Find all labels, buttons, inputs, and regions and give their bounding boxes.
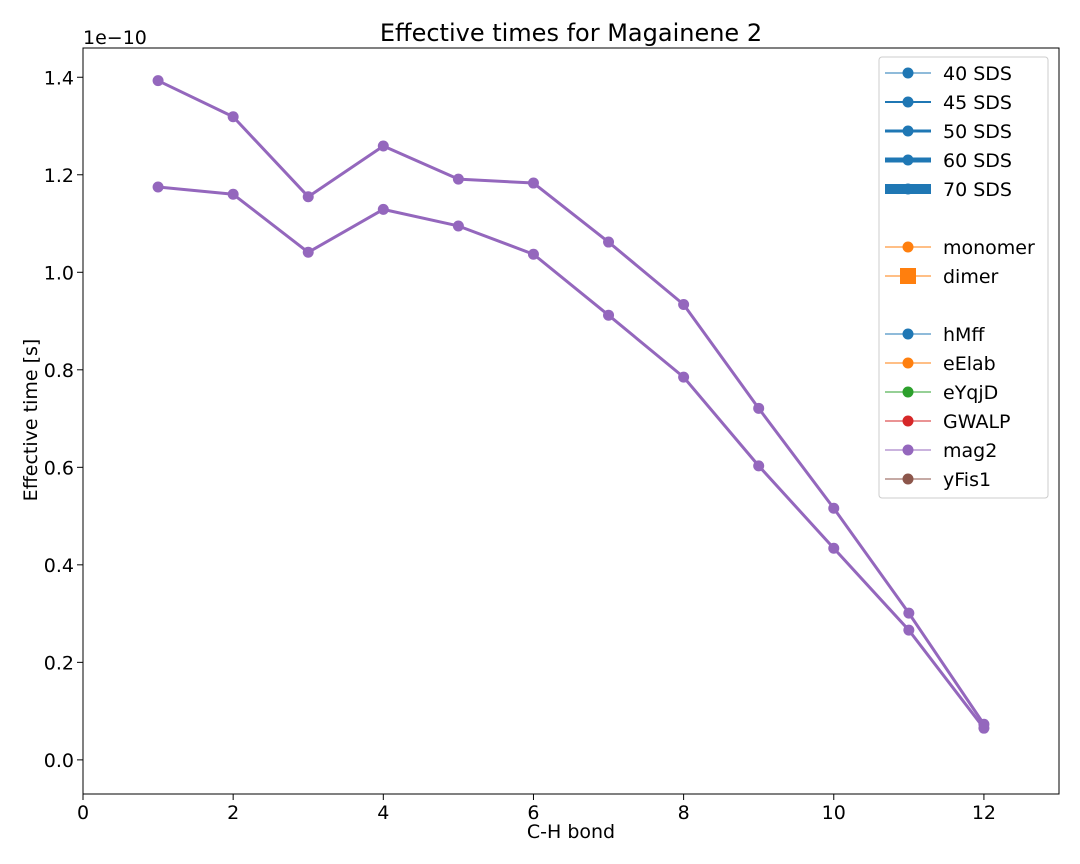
legend-marker bbox=[902, 415, 914, 427]
data-point bbox=[828, 542, 840, 554]
data-point bbox=[603, 309, 615, 321]
data-point bbox=[978, 722, 990, 734]
legend-marker bbox=[900, 268, 916, 284]
legend-label: monomer bbox=[943, 237, 1035, 259]
legend-label: yFis1 bbox=[943, 469, 991, 491]
y-tick-label: 0.6 bbox=[44, 457, 74, 479]
y-tick-label: 1.0 bbox=[44, 262, 74, 284]
legend: 40 SDS 45 SDS 50 SDS 60 SDS 70 SDS monomer dim… bbox=[878, 56, 1049, 499]
y-axis-ticks: 0.0 0.2 0.4 0.6 0.8 1.0 1.2 1.4 bbox=[44, 67, 83, 772]
x-axis-label: C-H bond bbox=[527, 821, 615, 843]
data-point bbox=[302, 246, 314, 258]
legend-marker bbox=[902, 328, 914, 340]
data-point bbox=[603, 236, 615, 248]
data-point bbox=[377, 203, 389, 215]
x-axis-ticks: 0 2 4 6 8 10 12 bbox=[77, 794, 996, 824]
y-tick-label: 0.2 bbox=[44, 652, 74, 674]
legend-label: GWALP bbox=[943, 411, 1011, 433]
y-tick-label: 0.8 bbox=[44, 360, 74, 382]
legend-marker bbox=[902, 241, 914, 253]
data-point bbox=[678, 371, 690, 383]
plot-series bbox=[152, 75, 990, 734]
x-tick-label: 6 bbox=[527, 802, 539, 824]
legend-marker bbox=[902, 67, 914, 79]
data-point bbox=[152, 75, 164, 87]
legend-entries: 40 SDS 45 SDS 50 SDS 60 SDS 70 SDS monomer dim… bbox=[885, 63, 1035, 491]
x-tick-label: 4 bbox=[377, 802, 389, 824]
legend-marker bbox=[902, 357, 914, 369]
legend-marker bbox=[902, 96, 914, 108]
x-tick-label: 8 bbox=[678, 802, 690, 824]
y-tick-label: 0.0 bbox=[44, 750, 74, 772]
legend-label: hMff bbox=[943, 324, 985, 346]
data-point bbox=[903, 624, 915, 636]
legend-label: 50 SDS bbox=[943, 121, 1012, 143]
data-point bbox=[227, 188, 239, 200]
legend-marker bbox=[902, 386, 914, 398]
y-axis-multiplier: 1e−10 bbox=[83, 27, 147, 49]
plot-frame bbox=[82, 47, 1060, 795]
data-point bbox=[527, 248, 539, 260]
x-tick-label: 10 bbox=[822, 802, 846, 824]
data-point bbox=[828, 502, 840, 514]
legend-label: eElab bbox=[943, 353, 996, 375]
x-tick-label: 0 bbox=[77, 802, 89, 824]
data-point bbox=[678, 298, 690, 310]
data-point bbox=[753, 402, 765, 414]
data-point bbox=[903, 607, 915, 619]
y-axis-label: Effective time [s] bbox=[20, 339, 42, 502]
data-point bbox=[753, 460, 765, 472]
legend-label: 70 SDS bbox=[943, 179, 1012, 201]
legend-marker bbox=[902, 183, 914, 195]
series-line bbox=[157, 79, 986, 726]
legend-marker bbox=[902, 154, 914, 166]
legend-label: eYqjD bbox=[943, 382, 998, 404]
legend-marker bbox=[902, 444, 914, 456]
legend-marker bbox=[902, 473, 914, 485]
legend-label: mag2 bbox=[943, 440, 997, 462]
chart-title: Effective times for Magainene 2 bbox=[380, 19, 762, 47]
y-tick-label: 1.2 bbox=[44, 165, 74, 187]
data-point bbox=[227, 111, 239, 123]
data-point bbox=[302, 191, 314, 203]
series-line bbox=[157, 185, 986, 730]
legend-label: dimer bbox=[943, 266, 999, 288]
legend-label: 60 SDS bbox=[943, 150, 1012, 172]
data-point bbox=[377, 140, 389, 152]
x-tick-label: 2 bbox=[227, 802, 239, 824]
legend-box bbox=[878, 56, 1049, 499]
legend-label: 45 SDS bbox=[943, 92, 1012, 114]
data-point bbox=[152, 181, 164, 193]
legend-label: 40 SDS bbox=[943, 63, 1012, 85]
y-tick-label: 0.4 bbox=[44, 555, 74, 577]
data-point bbox=[452, 220, 464, 232]
x-tick-label: 12 bbox=[972, 802, 996, 824]
data-point bbox=[527, 177, 539, 189]
data-point bbox=[452, 173, 464, 185]
y-tick-label: 1.4 bbox=[44, 67, 74, 89]
legend-marker bbox=[902, 125, 914, 137]
